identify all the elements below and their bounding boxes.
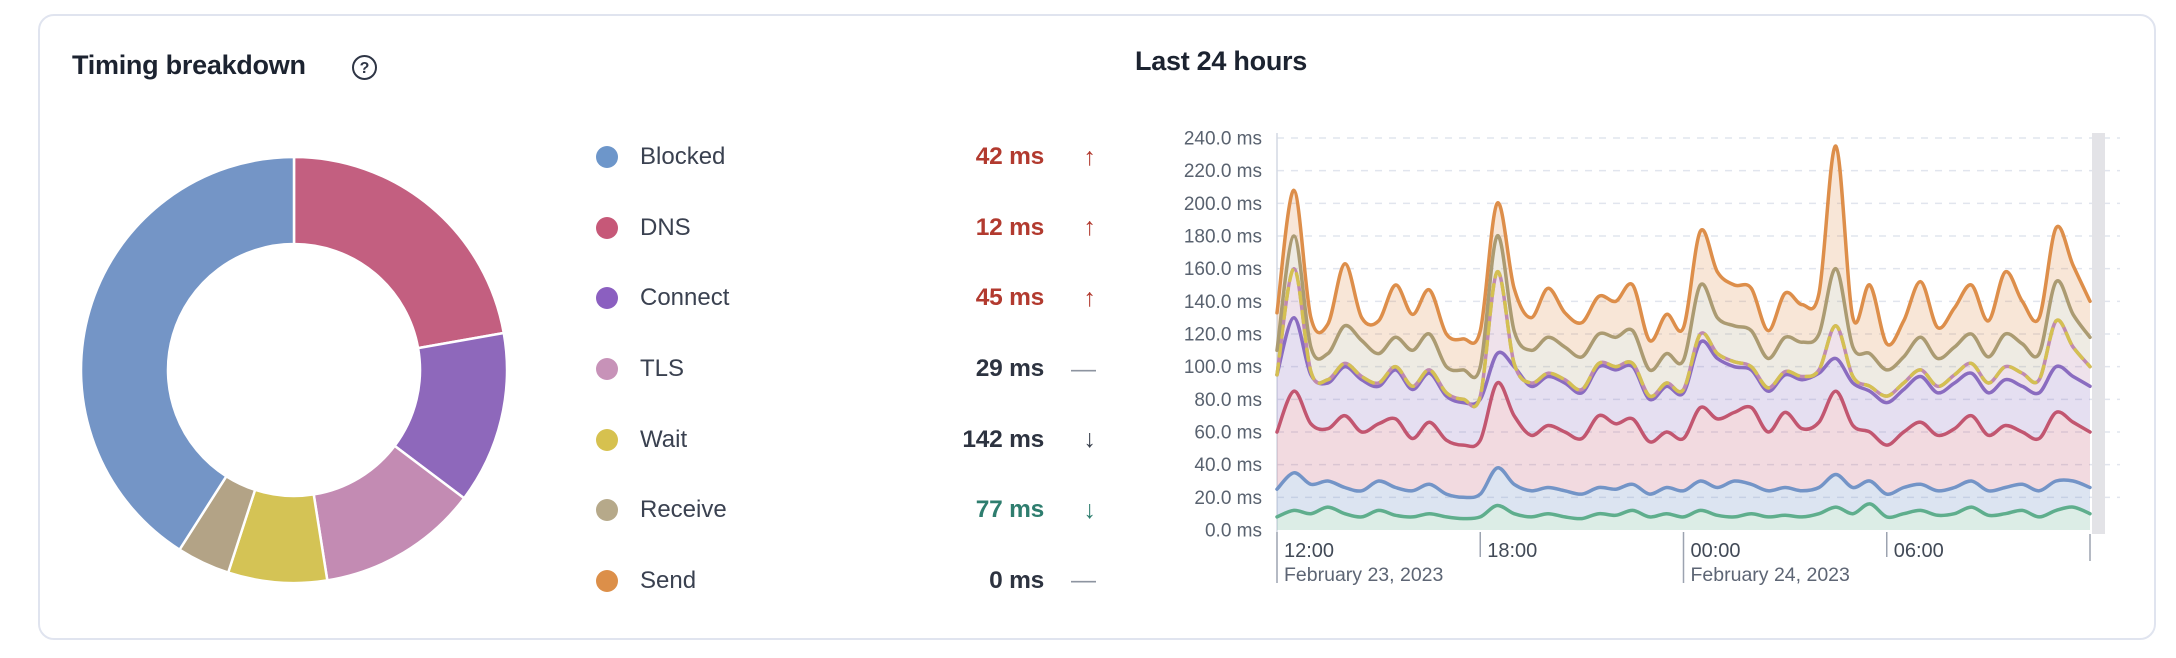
legend-value: 77 ms: [975, 496, 1044, 524]
y-axis-label: 40.0 ms: [1194, 455, 1262, 476]
y-axis-label: 200.0 ms: [1184, 194, 1262, 215]
legend-label: Connect: [640, 284, 730, 312]
timing-donut-chart[interactable]: [79, 155, 509, 585]
donut-segment-dns[interactable]: [292, 155, 506, 350]
donut-segment-blocked[interactable]: [79, 155, 296, 551]
line-teal: [1275, 502, 2092, 521]
line-tan: [1275, 234, 2092, 380]
legend-dot: [596, 358, 618, 381]
line-crimson: [1275, 381, 2092, 449]
legend-row-tls[interactable]: TLS 29 ms —: [596, 334, 1096, 405]
legend-label: Receive: [640, 496, 727, 524]
legend-dot: [596, 146, 618, 169]
legend-row-send[interactable]: Send 0 ms —: [596, 545, 1096, 616]
area-tan: [1277, 235, 2090, 407]
trend-up-icon: ↑: [1083, 213, 1097, 242]
line-dashed-overlay: [1275, 266, 2092, 409]
x-axis-date-label: February 23, 2023: [1284, 564, 1443, 586]
x-axis-time-label: 00:00: [1691, 540, 1741, 562]
legend-row-connect[interactable]: Connect 45 ms ↑: [596, 263, 1096, 334]
y-axis-label: 120.0 ms: [1184, 325, 1262, 346]
legend-value: 42 ms: [975, 143, 1044, 171]
legend-value: 12 ms: [975, 213, 1044, 241]
legend-value: 142 ms: [962, 425, 1044, 453]
legend-dot: [596, 569, 618, 592]
x-axis-date-label: February 24, 2023: [1691, 564, 1850, 586]
legend-dot: [596, 428, 618, 451]
y-axis-label: 220.0 ms: [1184, 161, 1262, 182]
area-purple: [1277, 317, 2090, 447]
legend-label: Wait: [640, 425, 688, 453]
last-24-hours-title: Last 24 hours: [1135, 46, 1308, 76]
legend-dot: [596, 287, 618, 310]
legend-value: 0 ms: [989, 566, 1044, 594]
help-icon[interactable]: ?: [351, 54, 378, 81]
y-axis-label: 140.0 ms: [1184, 292, 1262, 313]
timing-legend: Blocked 42 ms ↑ DNS 12 ms ↑ Connect 45 ms ↑ TLS 29…: [596, 122, 1096, 616]
line-blue: [1275, 466, 2092, 500]
trend-up-icon: ↑: [1083, 283, 1097, 312]
area-blue: [1277, 467, 2090, 519]
y-axis-label: 80.0 ms: [1194, 390, 1262, 411]
trend-down-icon: ↓: [1083, 425, 1097, 454]
legend-value: 29 ms: [975, 355, 1044, 383]
legend-label: TLS: [640, 355, 685, 383]
area-orange: [1277, 146, 2090, 378]
legend-row-blocked[interactable]: Blocked 42 ms ↑: [596, 122, 1096, 193]
y-axis-label: 20.0 ms: [1194, 488, 1262, 509]
legend-dot: [596, 216, 618, 239]
y-axis-label: 100.0 ms: [1184, 357, 1262, 378]
legend-label: DNS: [640, 213, 691, 241]
x-axis-time-label: 06:00: [1894, 540, 1944, 562]
timing-breakdown-title: Timing breakdown: [72, 50, 306, 80]
trend-flat-icon: —: [1071, 354, 1096, 383]
legend-label: Blocked: [640, 143, 726, 171]
y-axis-label: 240.0 ms: [1184, 129, 1262, 150]
legend-value: 45 ms: [975, 284, 1044, 312]
trend-up-icon: ↑: [1083, 142, 1097, 171]
legend-row-wait[interactable]: Wait 142 ms ↓: [596, 404, 1096, 475]
legend-row-dns[interactable]: DNS 12 ms ↑: [596, 193, 1096, 264]
chart-scrollbar[interactable]: [2092, 133, 2105, 534]
legend-row-receive[interactable]: Receive 77 ms ↓: [596, 475, 1096, 546]
y-axis-label: 60.0 ms: [1194, 423, 1262, 444]
svg-text:?: ?: [360, 60, 370, 77]
line-purple: [1275, 315, 2092, 406]
legend-dot: [596, 499, 618, 522]
legend-label: Send: [640, 566, 697, 594]
trend-flat-icon: —: [1071, 566, 1096, 595]
y-axis-label: 0.0 ms: [1205, 521, 1262, 542]
x-axis-time-label: 18:00: [1487, 540, 1537, 562]
last-24-hours-chart[interactable]: 0.0 ms 20.0 ms 40.0 ms 60.0 ms 80.0 ms 100.0 …: [1160, 95, 2145, 600]
x-axis-time-label: 12:00: [1284, 540, 1334, 562]
y-axis-label: 160.0 ms: [1184, 259, 1262, 280]
trend-down-icon: ↓: [1083, 495, 1097, 524]
y-axis-label: 180.0 ms: [1184, 227, 1262, 248]
line-orange: [1275, 144, 2092, 347]
